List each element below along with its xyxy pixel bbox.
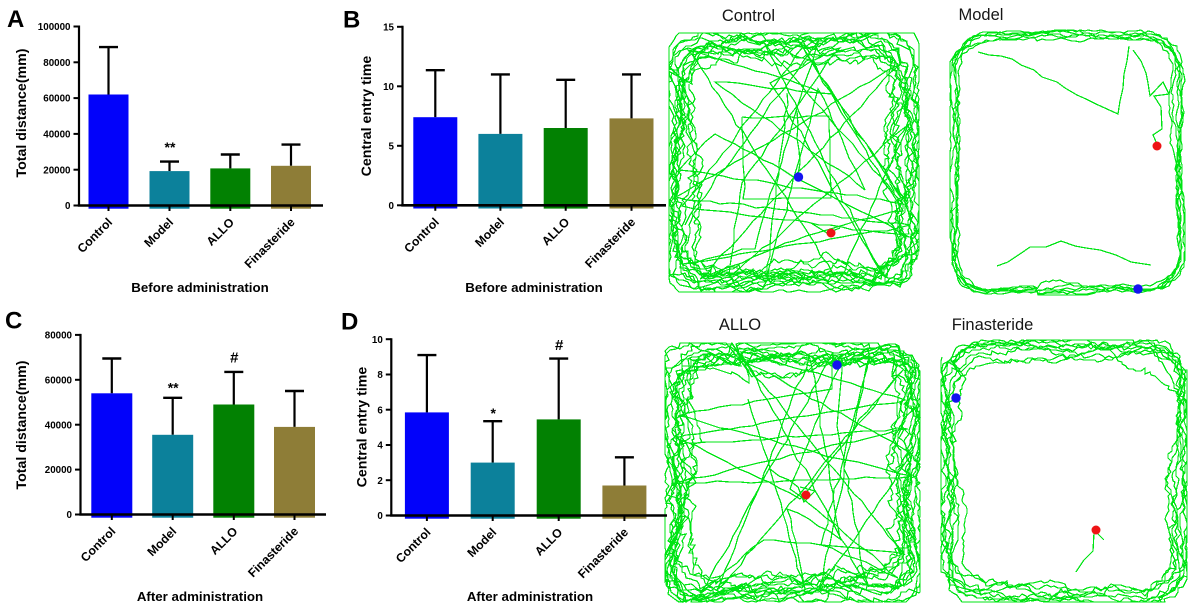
- svg-text:Total distance(mm): Total distance(mm): [14, 360, 30, 489]
- svg-text:ALLO: ALLO: [207, 524, 240, 557]
- svg-text:20000: 20000: [45, 465, 73, 476]
- svg-text:Model: Model: [145, 524, 180, 559]
- svg-text:Control: Control: [722, 7, 775, 25]
- svg-text:After administration: After administration: [137, 589, 263, 604]
- svg-text:Finasteride: Finasteride: [575, 525, 631, 581]
- svg-text:**: **: [168, 379, 179, 395]
- svg-text:C: C: [5, 308, 22, 335]
- svg-text:Control: Control: [401, 215, 442, 256]
- svg-text:Model: Model: [141, 215, 176, 250]
- svg-text:Control: Control: [75, 215, 116, 256]
- svg-text:*: *: [490, 405, 496, 421]
- svg-text:Finasteride: Finasteride: [245, 524, 301, 580]
- svg-text:10: 10: [383, 82, 394, 93]
- svg-text:D: D: [341, 309, 358, 336]
- svg-text:Total distance(mm): Total distance(mm): [14, 48, 30, 177]
- svg-text:Before administration: Before administration: [131, 280, 268, 295]
- svg-text:Model: Model: [465, 525, 500, 560]
- svg-text:80000: 80000: [45, 331, 73, 342]
- svg-text:#: #: [230, 350, 239, 367]
- svg-text:Control: Control: [78, 524, 119, 565]
- svg-text:20000: 20000: [43, 165, 71, 176]
- svg-text:Model: Model: [959, 6, 1004, 24]
- svg-text:10: 10: [372, 335, 383, 346]
- svg-text:2: 2: [377, 476, 383, 487]
- svg-text:A: A: [7, 6, 24, 33]
- svg-text:ALLO: ALLO: [539, 215, 572, 248]
- svg-text:0: 0: [389, 201, 395, 212]
- svg-text:Before administration: Before administration: [465, 280, 602, 295]
- svg-text:0: 0: [65, 201, 71, 212]
- svg-text:Finasteride: Finasteride: [242, 215, 298, 271]
- svg-text:60000: 60000: [43, 94, 71, 105]
- svg-text:80000: 80000: [43, 58, 71, 69]
- svg-text:0: 0: [377, 511, 383, 522]
- svg-text:Central entry time: Central entry time: [359, 56, 375, 177]
- svg-text:ALLO: ALLO: [719, 316, 761, 334]
- svg-text:15: 15: [383, 22, 394, 33]
- svg-text:Model: Model: [472, 215, 507, 250]
- svg-text:**: **: [165, 139, 176, 155]
- svg-text:40000: 40000: [43, 130, 71, 141]
- svg-text:4: 4: [377, 441, 383, 452]
- svg-text:8: 8: [377, 370, 383, 381]
- svg-text:Central entry time: Central entry time: [355, 367, 371, 488]
- svg-text:0: 0: [67, 510, 73, 521]
- svg-text:After administration: After administration: [467, 589, 593, 604]
- svg-text:ALLO: ALLO: [532, 525, 565, 558]
- svg-text:#: #: [555, 337, 564, 354]
- svg-text:Control: Control: [393, 525, 434, 566]
- svg-text:Finasteride: Finasteride: [952, 316, 1034, 334]
- svg-text:100000: 100000: [38, 22, 71, 33]
- svg-text:B: B: [343, 7, 360, 34]
- svg-text:40000: 40000: [45, 420, 73, 431]
- svg-text:6: 6: [377, 405, 383, 416]
- svg-text:5: 5: [389, 141, 395, 152]
- svg-text:ALLO: ALLO: [204, 215, 237, 248]
- svg-text:60000: 60000: [45, 375, 73, 386]
- svg-text:Finasteride: Finasteride: [582, 215, 638, 271]
